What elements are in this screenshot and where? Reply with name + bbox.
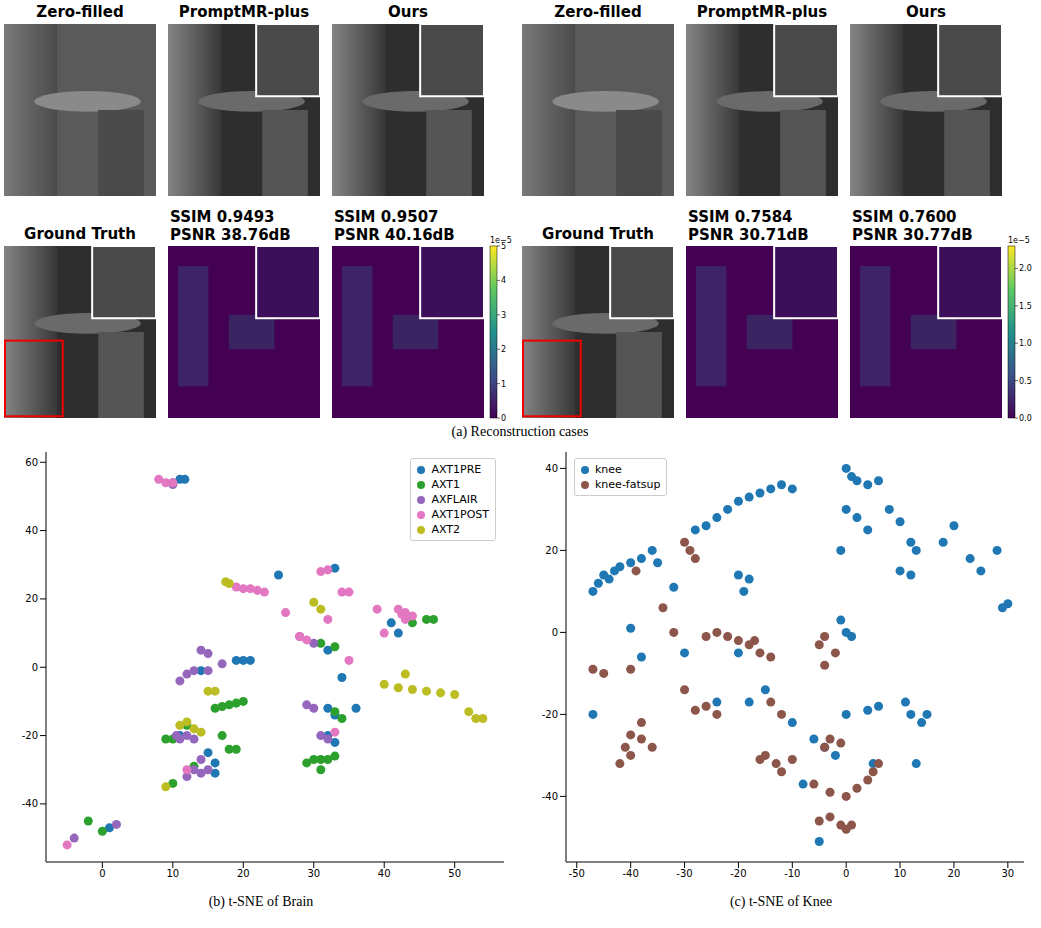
svg-text:-40: -40 — [622, 868, 638, 879]
svg-text:40: 40 — [545, 463, 558, 474]
svg-text:30: 30 — [1001, 868, 1014, 879]
svg-text:Ours: Ours — [906, 3, 946, 21]
html-text:(c) t-SNE of Knee: (c) t-SNE of Knee — [729, 894, 833, 909]
svg-text:-50: -50 — [569, 868, 585, 879]
svg-text:Zero-filled: Zero-filled — [554, 3, 641, 21]
svg-text:0.5: 0.5 — [1019, 377, 1032, 386]
svg-text:PromptMR-plus: PromptMR-plus — [179, 3, 309, 21]
svg-text:-40: -40 — [542, 791, 558, 802]
svg-text:(a) Reconstruction cases: (a) Reconstruction cases — [452, 424, 589, 440]
svg-text:-30: -30 — [676, 868, 692, 879]
svg-text:PromptMR-plus: PromptMR-plus — [697, 3, 827, 21]
svg-text:-10: -10 — [784, 868, 800, 879]
svg-text:-20: -20 — [22, 730, 38, 741]
svg-text:1e−5: 1e−5 — [1008, 236, 1030, 245]
svg-text:60: 60 — [25, 457, 38, 468]
svg-text:PSNR 38.76dB: PSNR 38.76dB — [170, 226, 291, 244]
svg-text:2: 2 — [501, 345, 506, 354]
svg-text:0: 0 — [32, 662, 38, 673]
svg-text:PSNR 30.71dB: PSNR 30.71dB — [688, 226, 809, 244]
svg-text:1.5: 1.5 — [1019, 302, 1032, 311]
svg-text:3: 3 — [501, 311, 506, 320]
svg-text:30: 30 — [307, 868, 320, 879]
svg-text:0: 0 — [552, 627, 558, 638]
svg-text:20: 20 — [237, 868, 250, 879]
svg-text:10: 10 — [894, 868, 907, 879]
svg-text:0: 0 — [99, 868, 105, 879]
svg-text:20: 20 — [25, 593, 38, 604]
html-text:AXFLAIR: AXFLAIR — [431, 493, 478, 506]
svg-text:20: 20 — [545, 545, 558, 556]
svg-text:Ground Truth: Ground Truth — [542, 225, 654, 243]
svg-text:50: 50 — [448, 868, 461, 879]
html-text:knee: knee — [595, 463, 622, 476]
svg-text:Ground Truth: Ground Truth — [24, 225, 136, 243]
html-text:knee-fatsup: knee-fatsup — [595, 478, 661, 491]
svg-text:40: 40 — [25, 525, 38, 536]
svg-text:-20: -20 — [542, 709, 558, 720]
svg-text:-20: -20 — [730, 868, 746, 879]
svg-text:4: 4 — [501, 276, 506, 285]
svg-text:Zero-filled: Zero-filled — [36, 3, 123, 21]
svg-text:1e−5: 1e−5 — [490, 236, 512, 245]
html-text:AXT1: AXT1 — [431, 478, 460, 491]
svg-text:SSIM 0.9493: SSIM 0.9493 — [170, 208, 275, 226]
svg-text:SSIM 0.7584: SSIM 0.7584 — [688, 208, 793, 226]
svg-text:SSIM 0.9507: SSIM 0.9507 — [334, 208, 439, 226]
svg-text:1: 1 — [501, 380, 506, 389]
html-text:AXT1PRE: AXT1PRE — [431, 463, 482, 476]
html-text:AXT1POST: AXT1POST — [431, 508, 489, 521]
svg-text:-40: -40 — [22, 798, 38, 809]
html-text:(b) t-SNE of Brain: (b) t-SNE of Brain — [208, 894, 314, 909]
html-text:AXT2: AXT2 — [431, 523, 460, 536]
svg-text:PSNR 30.77dB: PSNR 30.77dB — [852, 226, 973, 244]
svg-text:5: 5 — [501, 242, 506, 251]
svg-text:40: 40 — [378, 868, 391, 879]
svg-text:0: 0 — [843, 868, 849, 879]
svg-text:10: 10 — [166, 868, 179, 879]
svg-text:1.0: 1.0 — [1019, 339, 1032, 348]
svg-text:0: 0 — [501, 414, 506, 423]
svg-text:20: 20 — [948, 868, 961, 879]
svg-text:SSIM 0.7600: SSIM 0.7600 — [852, 208, 957, 226]
svg-text:PSNR 40.16dB: PSNR 40.16dB — [334, 226, 455, 244]
svg-text:Ours: Ours — [388, 3, 428, 21]
svg-text:2.0: 2.0 — [1019, 264, 1032, 273]
svg-text:0.0: 0.0 — [1019, 414, 1032, 423]
